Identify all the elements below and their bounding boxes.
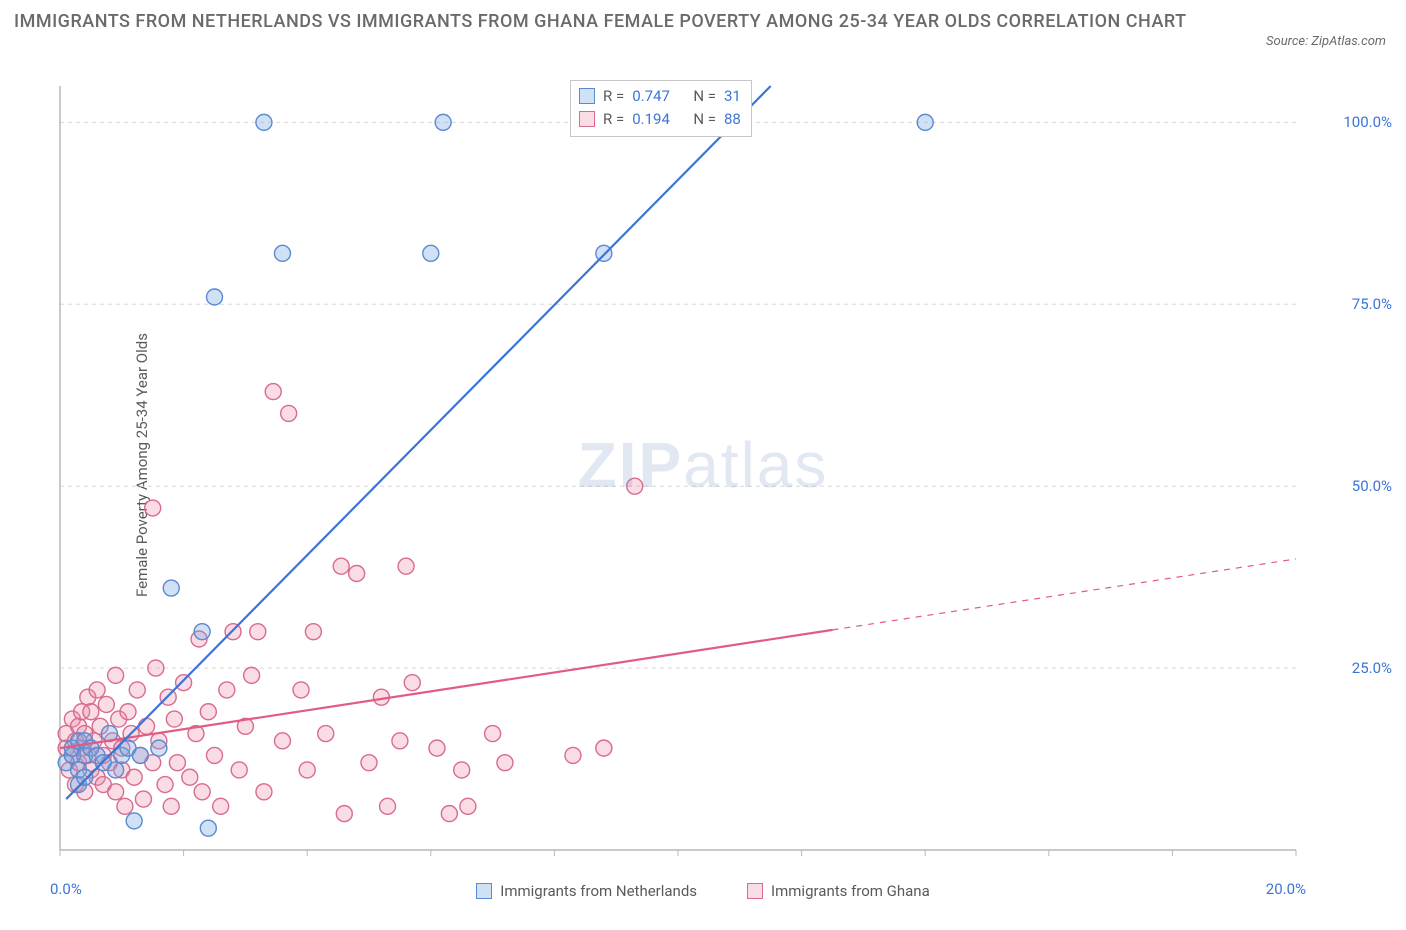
legend-swatch-netherlands	[476, 883, 492, 899]
y-tick-label: 75.0%	[1352, 295, 1392, 313]
y-tick-label: 50.0%	[1352, 477, 1392, 495]
plot-area	[50, 80, 1306, 860]
legend-ghana: Immigrants from Ghana	[747, 882, 930, 900]
stats-row-netherlands: R = 0.747 N = 31	[579, 85, 741, 108]
source-attribution: Source: ZipAtlas.com	[1266, 34, 1386, 49]
stats-legend-box: R = 0.747 N = 31 R = 0.194 N = 88	[570, 80, 752, 137]
stats-row-ghana: R = 0.194 N = 88	[579, 108, 741, 131]
legend-swatch-ghana	[747, 883, 763, 899]
y-tick-label: 100.0%	[1343, 113, 1392, 131]
y-tick-label: 25.0%	[1352, 659, 1392, 677]
chart-title: IMMIGRANTS FROM NETHERLANDS VS IMMIGRANT…	[14, 8, 1226, 35]
scatter-chart	[50, 80, 1306, 860]
swatch-netherlands	[579, 88, 595, 104]
bottom-legend: Immigrants from Netherlands Immigrants f…	[0, 882, 1406, 900]
legend-netherlands: Immigrants from Netherlands	[476, 882, 697, 900]
swatch-ghana	[579, 111, 595, 127]
